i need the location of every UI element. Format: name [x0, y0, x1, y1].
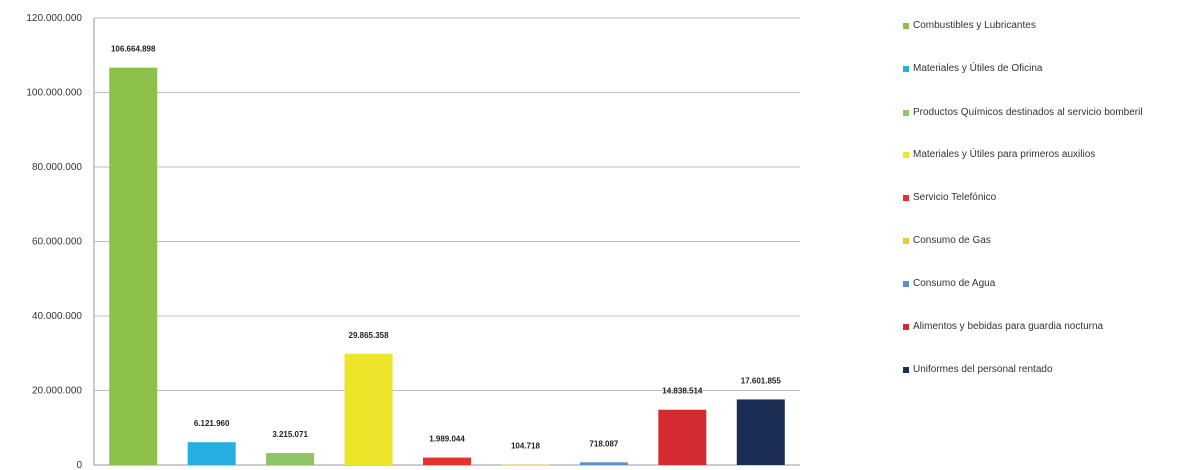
legend-swatch	[903, 23, 909, 29]
y-tick-label: 80.000.000	[32, 162, 82, 173]
bar-chart: 0 20.000.000 40.000.000 60.000.000 80.000.00…	[26, 13, 800, 470]
bar	[658, 409, 707, 465]
data-label: 104.718	[511, 442, 540, 451]
legend-item: Combustibles y Lubricantes	[903, 19, 1181, 32]
legend-label: Materiales y Útiles para primeros auxili…	[913, 149, 1096, 160]
y-tick-label: 0	[76, 460, 82, 470]
y-tick-label: 20.000.000	[32, 386, 82, 397]
y-tick-label: 100.000.000	[26, 88, 82, 99]
data-label: 1.989.044	[429, 435, 465, 444]
legend-swatch	[903, 66, 909, 72]
legend-swatch	[903, 281, 909, 287]
y-tick-label: 120.000.000	[26, 13, 82, 24]
legend-item: Uniformes del personal rentado	[903, 363, 1181, 376]
legend-label: Consumo de Gas	[913, 235, 991, 246]
bar	[187, 442, 236, 465]
data-label: 14.838.514	[662, 387, 703, 396]
legend-swatch	[903, 110, 909, 116]
legend-item: Materiales y Útiles de Oficina	[903, 62, 1181, 75]
legend-label: Consumo de Agua	[913, 278, 996, 289]
data-label: 17.601.855	[741, 376, 782, 385]
legend-swatch	[903, 152, 909, 158]
bar	[736, 399, 785, 465]
bar	[344, 353, 393, 465]
legend-item: Consumo de Gas	[903, 234, 1181, 247]
legend: Combustibles y Lubricantes Materiales y Ú…	[903, 0, 1183, 470]
data-label: 106.664.898	[111, 45, 156, 54]
legend-label: Materiales y Útiles de Oficina	[913, 63, 1043, 74]
legend-label: Combustibles y Lubricantes	[913, 20, 1036, 31]
legend-label: Productos Químicos destinados al servici…	[913, 107, 1143, 118]
legend-swatch	[903, 324, 909, 330]
y-tick-label: 60.000.000	[32, 237, 82, 248]
bar	[579, 462, 628, 465]
legend-label: Alimentos y bebidas para guardia nocturn…	[913, 321, 1104, 332]
legend-item: Servicio Telefónico	[903, 191, 1181, 204]
bar	[423, 457, 471, 465]
legend-label: Servicio Telefónico	[913, 192, 997, 203]
legend-item: Consumo de Agua	[903, 277, 1181, 290]
bar	[266, 453, 315, 465]
data-label: 718.087	[589, 439, 618, 448]
bar	[109, 67, 158, 466]
legend-label: Uniformes del personal rentado	[913, 364, 1053, 375]
bar	[501, 464, 550, 466]
legend-swatch	[903, 238, 909, 244]
legend-item: Materiales y Útiles para primeros auxili…	[903, 148, 1181, 161]
legend-item: Alimentos y bebidas para guardia nocturn…	[903, 320, 1181, 333]
data-label: 29.865.358	[349, 331, 390, 340]
legend-swatch	[903, 367, 909, 373]
legend-item: Productos Químicos destinados al servici…	[903, 106, 1181, 119]
data-label: 3.215.071	[272, 430, 308, 439]
y-tick-label: 40.000.000	[32, 311, 82, 322]
legend-swatch	[903, 195, 909, 201]
data-label: 6.121.960	[194, 419, 230, 428]
